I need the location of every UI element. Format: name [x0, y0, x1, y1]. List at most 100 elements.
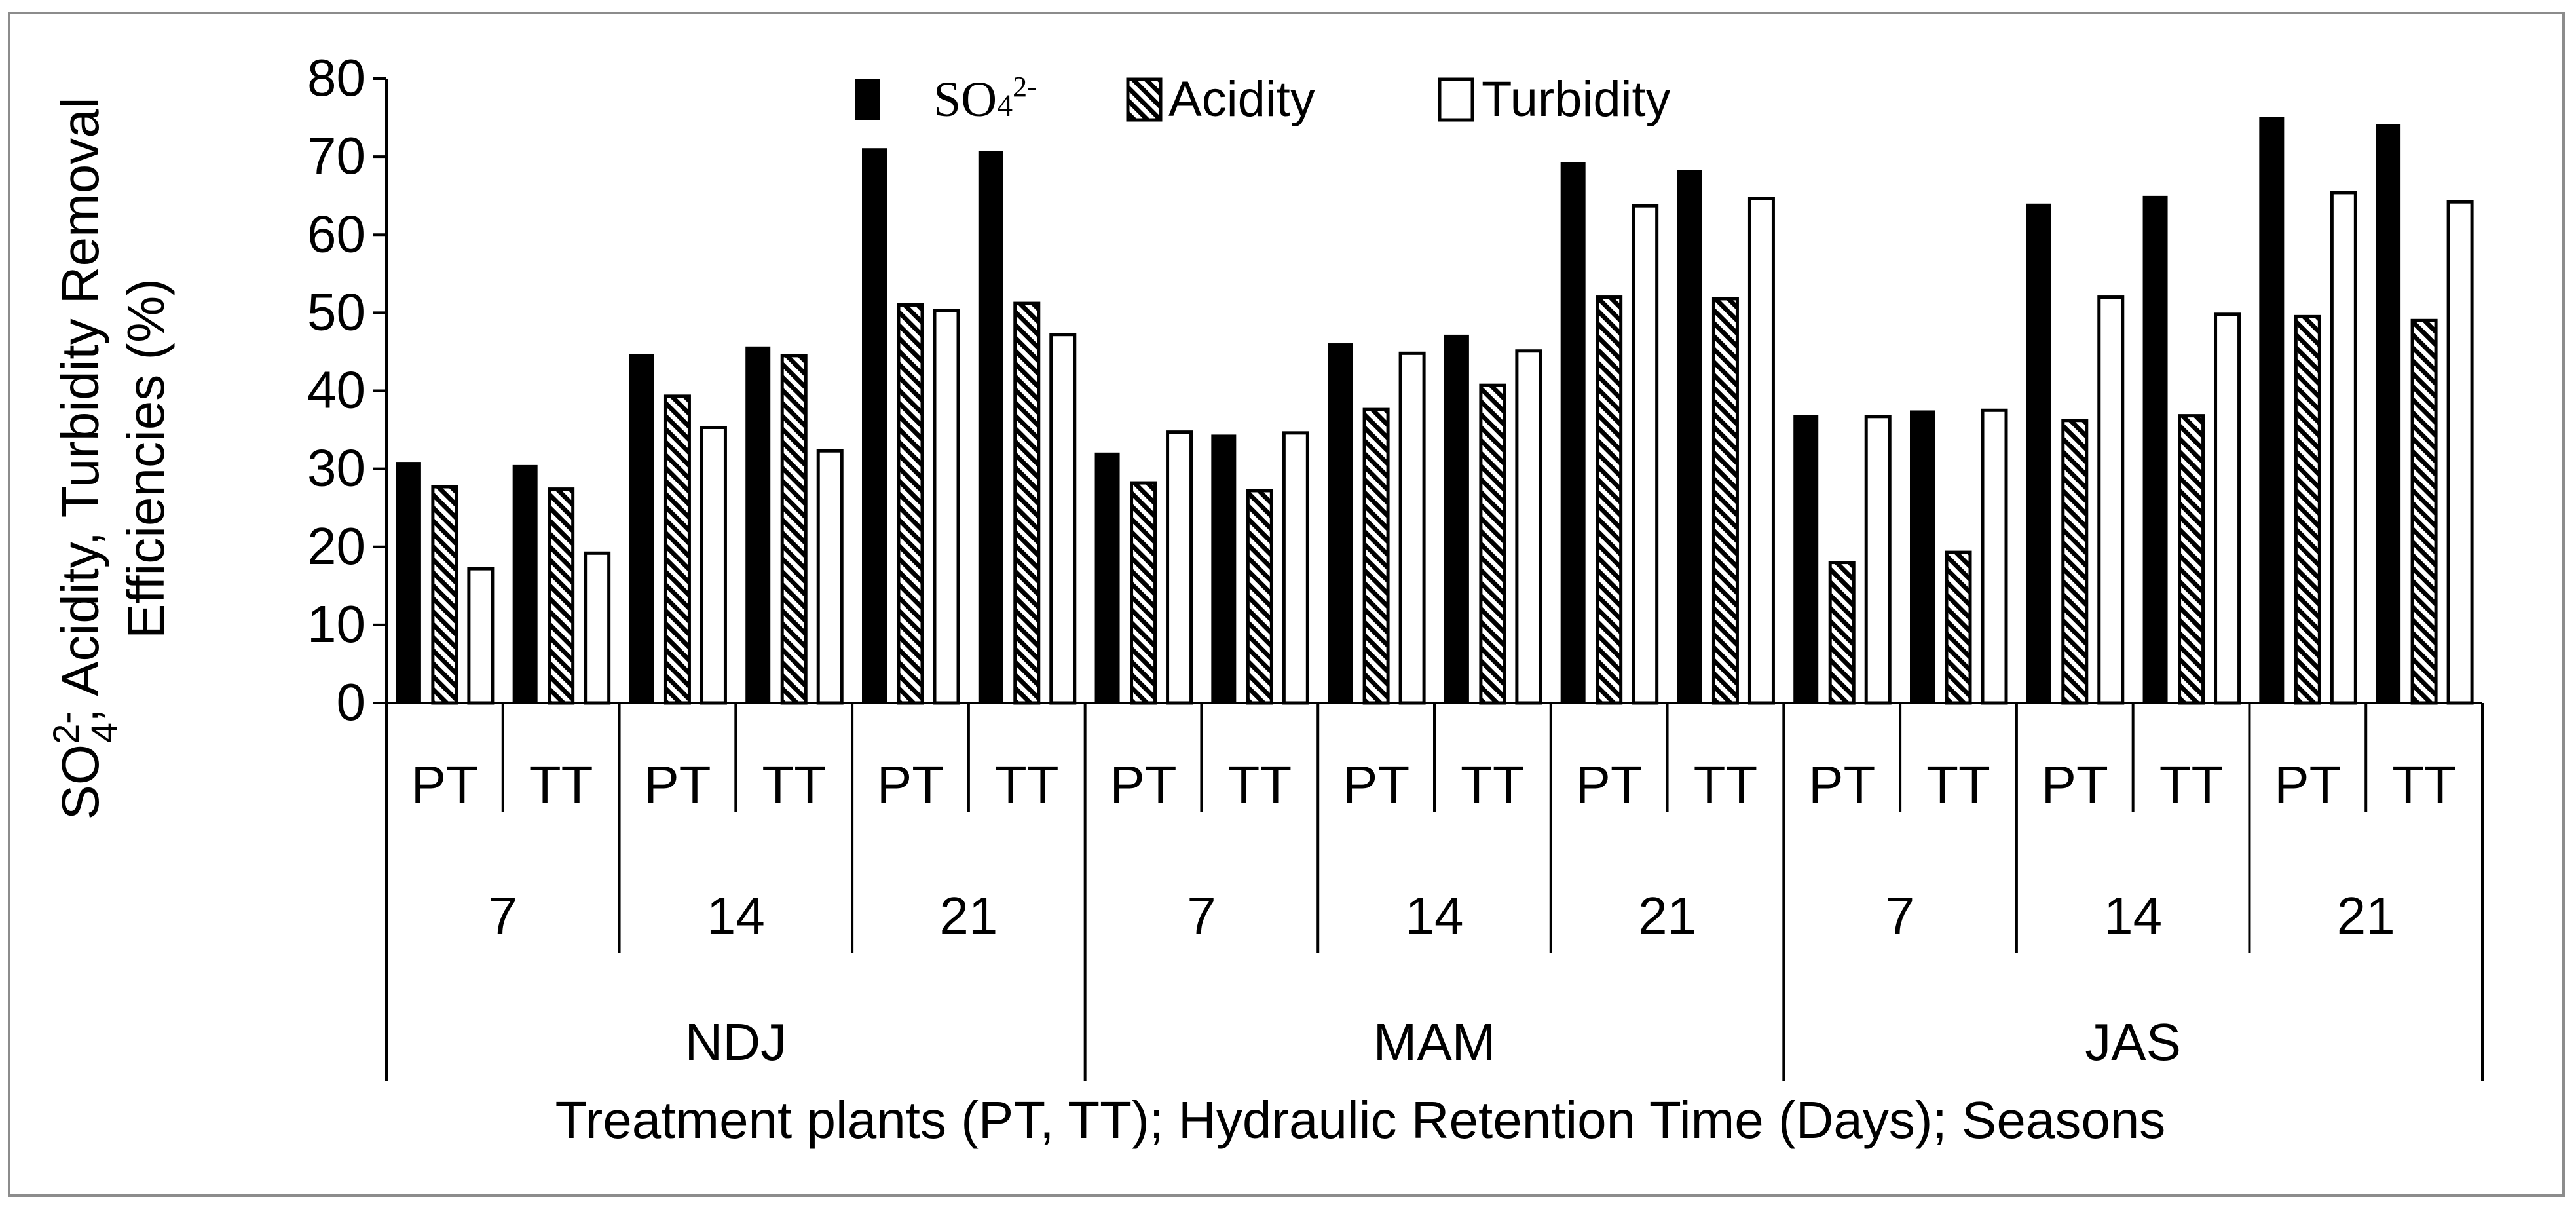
x-hrt-label-7: 14 — [2104, 886, 2162, 945]
bar-so42-6 — [1094, 452, 1120, 704]
bar-acidity-0 — [431, 485, 458, 705]
y-tick-label-60: 60 — [307, 204, 365, 263]
bar-turbidity-1 — [584, 551, 611, 705]
bar-acidity-10 — [1596, 295, 1623, 705]
x-hrt-label-4: 14 — [1406, 886, 1464, 945]
y-axis-title-line1: SO2-4, Acidity, Turbidity Removal — [45, 98, 124, 820]
bar-acidity-14 — [2061, 419, 2089, 705]
y-tick-label-20: 20 — [307, 517, 365, 575]
x-plant-label-5: TT — [995, 755, 1059, 814]
bar-acidity-13 — [1945, 550, 1972, 705]
x-plant-label-13: TT — [1926, 755, 1990, 814]
bar-acidity-8 — [1362, 407, 1390, 705]
y-tick-label-40: 40 — [307, 361, 365, 419]
x-season-label-MAM: MAM — [1373, 1013, 1496, 1071]
bar-turbidity-9 — [1515, 349, 1542, 705]
bar-acidity-16 — [2294, 314, 2321, 705]
legend-swatch-acidity — [1126, 77, 1163, 122]
bar-so42-2 — [629, 354, 654, 704]
bar-acidity-3 — [780, 354, 808, 705]
bar-so42-4 — [862, 148, 887, 704]
x-hrt-label-2: 21 — [939, 886, 998, 945]
x-axis-title: Treatment plants (PT, TT); Hydraulic Ret… — [555, 1091, 2166, 1149]
x-hrt-label-0: 7 — [489, 886, 518, 945]
bar-acidity-4 — [897, 303, 924, 705]
bar-so42-1 — [512, 464, 538, 704]
legend-swatch-turbidity — [1438, 77, 1474, 122]
x-plant-label-3: TT — [762, 755, 826, 814]
legend-label-acidity: Acidity — [1168, 71, 1315, 127]
bar-so42-5 — [978, 151, 1003, 704]
x-hrt-label-6: 7 — [1886, 886, 1915, 945]
x-plant-label-6: PT — [1110, 755, 1176, 814]
x-hrt-label-3: 7 — [1187, 886, 1216, 945]
bar-so42-8 — [1328, 343, 1353, 704]
x-plant-label-12: PT — [1808, 755, 1875, 814]
bar-so42-0 — [396, 462, 421, 704]
bar-so42-17 — [2376, 124, 2401, 704]
bar-acidity-9 — [1479, 383, 1506, 705]
x-plant-label-7: TT — [1227, 755, 1292, 814]
bars-layer — [396, 117, 2474, 705]
x-plant-label-4: PT — [877, 755, 944, 814]
bar-turbidity-10 — [1632, 204, 1659, 705]
x-hrt-label-1: 14 — [707, 886, 765, 945]
x-plant-label-1: TT — [529, 755, 593, 814]
bar-turbidity-12 — [1864, 415, 1892, 705]
bar-turbidity-6 — [1166, 430, 1193, 705]
legend-label-so4: SO42- — [933, 71, 1037, 127]
y-tick-label-10: 10 — [307, 595, 365, 653]
legend-label-turbidity: Turbidity — [1482, 71, 1671, 127]
bar-so42-14 — [2026, 203, 2051, 704]
bar-so42-3 — [745, 346, 771, 704]
bar-turbidity-7 — [1282, 431, 1309, 705]
y-axis-title-line2: Efficiencies (%) — [117, 278, 175, 639]
bar-acidity-17 — [2410, 318, 2438, 705]
bar-turbidity-3 — [816, 449, 844, 705]
bar-turbidity-2 — [700, 425, 727, 705]
bar-acidity-6 — [1130, 481, 1157, 705]
y-tick-label-0: 0 — [337, 673, 366, 731]
bar-acidity-7 — [1246, 489, 1273, 705]
bar-turbidity-14 — [2097, 295, 2125, 705]
bar-turbidity-0 — [467, 567, 495, 705]
bar-so42-10 — [1560, 162, 1586, 704]
bar-acidity-15 — [2178, 414, 2205, 705]
bar-acidity-11 — [1711, 297, 1739, 705]
bar-acidity-1 — [548, 487, 575, 705]
bar-turbidity-17 — [2446, 200, 2474, 705]
y-tick-label-50: 50 — [307, 282, 365, 341]
x-plant-label-11: TT — [1694, 755, 1758, 814]
x-hrt-label-5: 21 — [1638, 886, 1696, 945]
x-plant-label-16: PT — [2274, 755, 2341, 814]
x-plant-label-8: PT — [1343, 755, 1409, 814]
y-axis-title: SO2-4, Acidity, Turbidity Removal Effici… — [45, 98, 175, 820]
bar-so42-13 — [1910, 410, 1935, 704]
x-axis-layer: PT TT PT TT PT TT PT TT PT TT PT TT PT TT PT TT PT TT 7 14 2… — [385, 702, 2484, 1081]
bar-turbidity-16 — [2330, 191, 2357, 705]
bar-turbidity-5 — [1049, 333, 1077, 705]
bar-so42-7 — [1211, 434, 1237, 704]
bar-so42-9 — [1444, 334, 1469, 704]
x-plant-label-15: TT — [2159, 755, 2224, 814]
bar-turbidity-4 — [933, 309, 960, 705]
bar-turbidity-15 — [2214, 312, 2241, 705]
y-tick-label-80: 80 — [307, 48, 365, 107]
x-season-label-NDJ: NDJ — [685, 1013, 787, 1071]
y-tick-label-70: 70 — [307, 126, 365, 185]
legend-swatch-so4 — [855, 79, 880, 120]
x-hrt-label-8: 21 — [2337, 886, 2395, 945]
x-season-label-JAS: JAS — [2085, 1013, 2181, 1071]
x-plant-label-10: PT — [1576, 755, 1643, 814]
axes-layer: 0 10 20 30 40 50 60 70 80 — [307, 48, 388, 731]
bar-turbidity-11 — [1747, 197, 1775, 705]
bar-so42-11 — [1677, 170, 1702, 704]
x-plant-label-0: PT — [411, 755, 478, 814]
bar-turbidity-8 — [1398, 351, 1426, 705]
x-plant-label-9: TT — [1461, 755, 1525, 814]
x-plant-label-17: TT — [2392, 755, 2456, 814]
bar-acidity-12 — [1828, 561, 1856, 705]
legend: SO42- Acidity Turbidity — [855, 71, 1671, 127]
